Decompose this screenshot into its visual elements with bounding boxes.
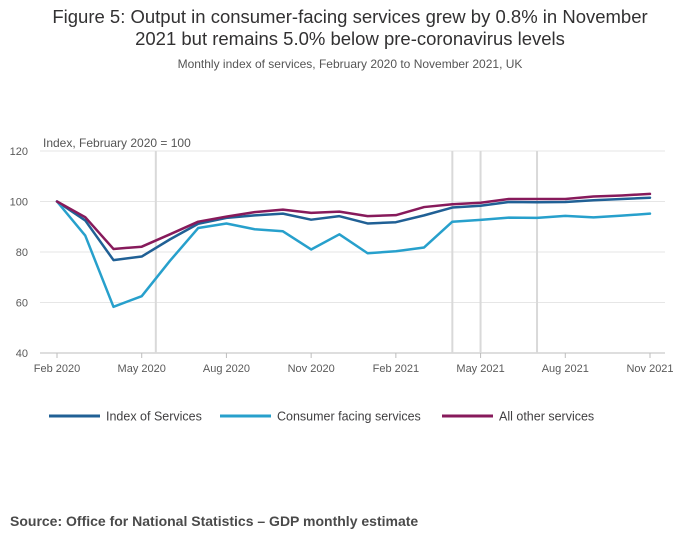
series-line-all-other-services — [55, 192, 652, 251]
chart-title-line-1: Figure 5: Output in consumer-facing serv… — [52, 6, 648, 27]
x-tick-label: Nov 2021 — [626, 363, 673, 375]
y-axis-label: Index, February 2020 = 100 — [43, 136, 191, 150]
series-line-consumer-facing-services — [55, 200, 652, 309]
x-tick-label: Feb 2020 — [34, 363, 80, 375]
reference-lines — [154, 151, 539, 353]
source-note: Source: Office for National Statistics –… — [10, 513, 419, 529]
x-tick-label: Aug 2021 — [542, 363, 589, 375]
y-tick-label: 40 — [16, 348, 28, 360]
x-tick-label: May 2021 — [456, 363, 504, 375]
x-tick-label: Feb 2021 — [373, 363, 419, 375]
y-tick-label: 100 — [10, 197, 28, 209]
y-tick-label: 80 — [16, 247, 28, 259]
gridlines — [40, 150, 665, 354]
legend-item-index-of-services: Index of Services — [49, 410, 202, 424]
legend-item-all-other-services: All other services — [442, 410, 594, 424]
chart-title-line-2: 2021 but remains 5.0% below pre-coronavi… — [135, 28, 565, 49]
series-line-index-of-services — [55, 196, 652, 262]
axes: 40 60 80 100 120 Feb 2020 May 2020 Aug 2020 Nov … — [10, 146, 674, 375]
x-tick-label: Aug 2020 — [203, 363, 250, 375]
legend-label: All other services — [499, 410, 594, 424]
series-lines — [55, 192, 652, 309]
y-tick-label: 120 — [10, 146, 28, 158]
legend-label: Index of Services — [106, 410, 202, 424]
y-tick-label: 60 — [16, 298, 28, 310]
chart-subtitle: Monthly index of services, February 2020… — [177, 57, 523, 71]
x-tick-label: Nov 2020 — [288, 363, 335, 375]
legend-item-consumer-facing-services: Consumer facing services — [220, 410, 421, 424]
x-tick-label: May 2020 — [118, 363, 166, 375]
legend-label: Consumer facing services — [277, 410, 421, 424]
chart-title: Figure 5: Output in consumer-facing serv… — [0, 6, 700, 50]
legend: Index of Services Consumer facing service… — [49, 410, 594, 424]
